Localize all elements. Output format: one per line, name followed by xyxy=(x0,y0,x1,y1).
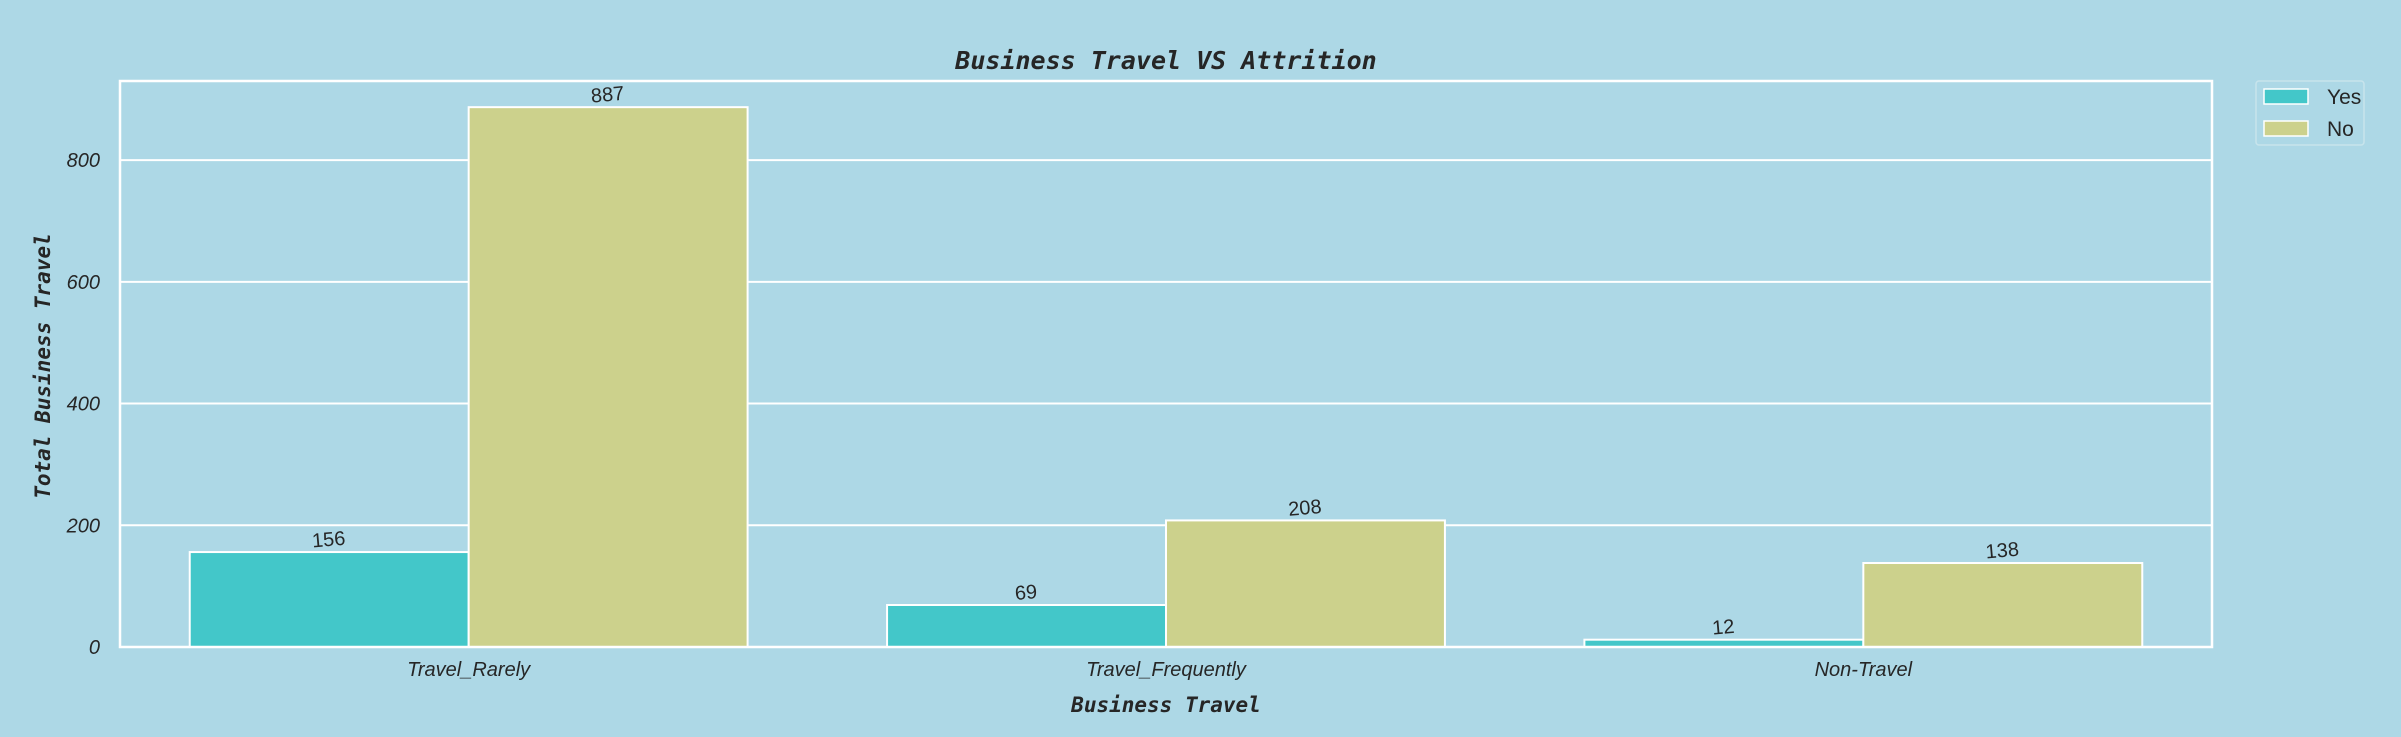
bar-no-non-travel xyxy=(1862,562,2144,648)
x-tick-label: Non-Travel xyxy=(1815,659,1913,681)
bar-yes-travel-frequently xyxy=(886,604,1167,649)
x-tick-labels: Travel_Rarely Travel_Frequently Non-Travel xyxy=(407,659,1912,681)
y-axis-label: Total Business Travel xyxy=(31,233,55,499)
y-tick-labels: 0 200 400 600 800 xyxy=(66,150,100,659)
legend-label-no: No xyxy=(2327,118,2354,141)
x-tick-label: Travel_Frequently xyxy=(1086,659,1247,681)
plot-frame xyxy=(118,79,2214,649)
y-tick-label: 800 xyxy=(67,150,100,172)
bars xyxy=(188,106,2144,649)
data-label: 208 xyxy=(1287,496,1322,521)
bar-no-travel-rarely xyxy=(467,106,749,648)
bar-yes-travel-rarely xyxy=(188,551,470,648)
data-label: 887 xyxy=(590,83,625,108)
data-labels: 156 887 69 208 12 138 xyxy=(311,83,2020,640)
data-label: 156 xyxy=(311,528,346,553)
legend-swatch-no xyxy=(2263,120,2309,137)
bar-no-travel-frequently xyxy=(1165,519,1446,649)
chart-title: Business Travel VS Attrition xyxy=(954,46,1376,75)
legend-label-yes: Yes xyxy=(2327,86,2361,109)
data-label: 12 xyxy=(1711,616,1735,640)
data-label: 138 xyxy=(1985,539,2020,564)
legend-swatch-yes xyxy=(2263,88,2309,105)
y-tick-label: 400 xyxy=(67,394,100,416)
data-label: 69 xyxy=(1014,581,1038,605)
x-tick-label: Travel_Rarely xyxy=(407,659,531,681)
y-tick-label: 0 xyxy=(89,637,100,659)
legend: Yes No xyxy=(2255,80,2365,146)
x-axis-label: Business Travel xyxy=(1070,693,1261,717)
y-tick-label: 600 xyxy=(67,272,100,294)
y-tick-label: 200 xyxy=(66,515,100,537)
